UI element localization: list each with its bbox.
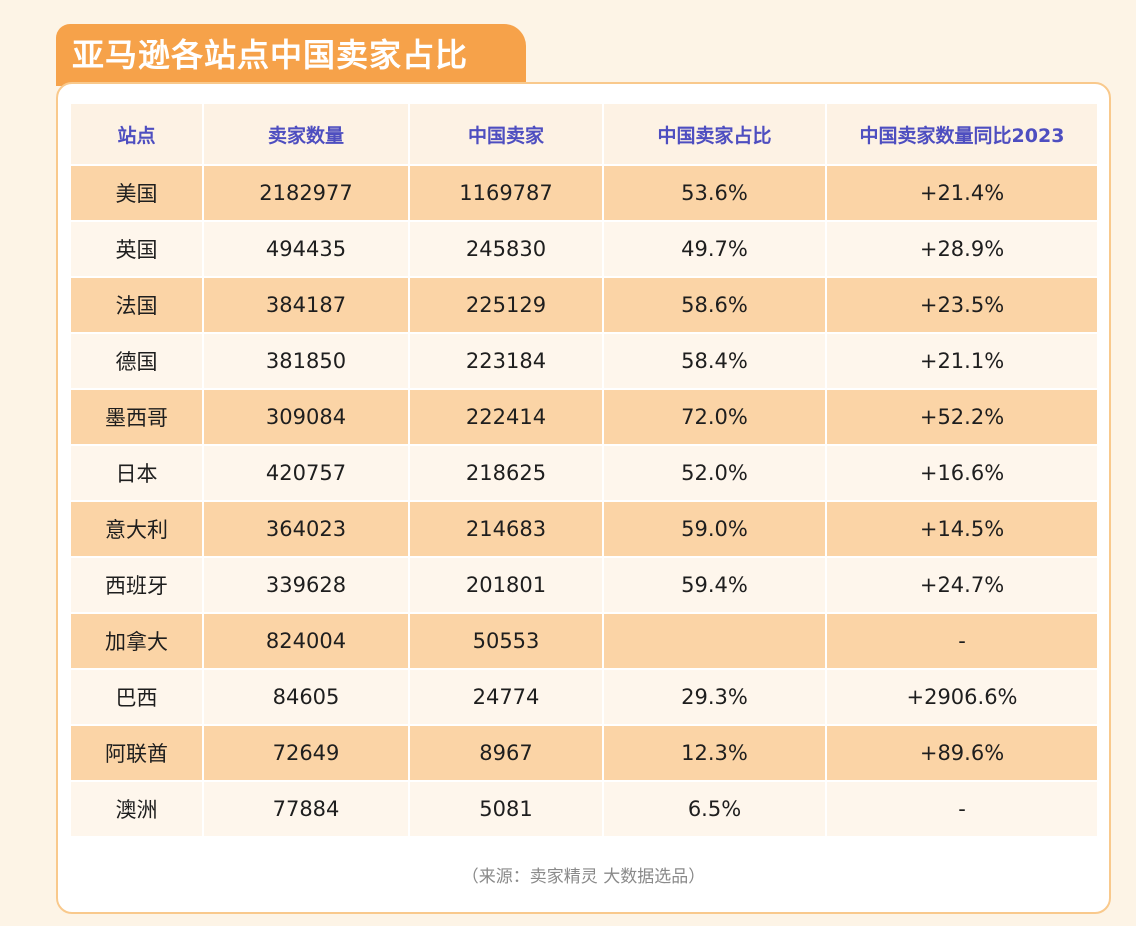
cell-yoy: - (825, 781, 1099, 838)
header-seller-count: 卖家数量 (202, 104, 410, 166)
table-row: 德国 381850 223184 58.4% +21.1% (69, 333, 1099, 390)
cell-chinese-sellers: 8967 (408, 725, 604, 782)
cell-seller-count: 77884 (202, 781, 410, 838)
cell-seller-count: 364023 (202, 501, 410, 558)
cell-yoy: +2906.6% (825, 669, 1099, 726)
cell-chinese-share: 29.3% (602, 669, 827, 726)
cell-yoy: +21.1% (825, 333, 1099, 390)
cell-chinese-sellers: 245830 (408, 221, 604, 278)
cell-chinese-sellers: 50553 (408, 613, 604, 670)
header-chinese-sellers: 中国卖家 (408, 104, 604, 166)
cell-chinese-share: 12.3% (602, 725, 827, 782)
cell-yoy: +52.2% (825, 389, 1099, 446)
cell-chinese-sellers: 214683 (408, 501, 604, 558)
source-note: （来源：卖家精灵 大数据选品） (461, 867, 706, 887)
header-chinese-share: 中国卖家占比 (602, 104, 827, 166)
cell-chinese-sellers: 223184 (408, 333, 604, 390)
page-title: 亚马逊各站点中国卖家占比 (56, 24, 526, 86)
cell-chinese-sellers: 1169787 (408, 165, 604, 222)
cell-chinese-sellers: 222414 (408, 389, 604, 446)
cell-yoy: +89.6% (825, 725, 1099, 782)
cell-chinese-share: 58.6% (602, 277, 827, 334)
table-row: 英国 494435 245830 49.7% +28.9% (69, 221, 1099, 278)
cell-seller-count: 381850 (202, 333, 410, 390)
cell-yoy: +16.6% (825, 445, 1099, 502)
cell-chinese-sellers: 225129 (408, 277, 604, 334)
cell-chinese-share: 59.0% (602, 501, 827, 558)
cell-chinese-share: 53.6% (602, 165, 827, 222)
table-header-row: 站点 卖家数量 中国卖家 中国卖家占比 中国卖家数量同比2023 (69, 104, 1099, 166)
table-row: 巴西 84605 24774 29.3% +2906.6% (69, 669, 1099, 726)
cell-seller-count: 72649 (202, 725, 410, 782)
cell-chinese-share: 52.0% (602, 445, 827, 502)
cell-site: 加拿大 (69, 613, 204, 670)
cell-site: 日本 (69, 445, 204, 502)
table-row: 日本 420757 218625 52.0% +16.6% (69, 445, 1099, 502)
table-row: 法国 384187 225129 58.6% +23.5% (69, 277, 1099, 334)
cell-seller-count: 339628 (202, 557, 410, 614)
cell-seller-count: 494435 (202, 221, 410, 278)
cell-site: 阿联酋 (69, 725, 204, 782)
table-card: 站点 卖家数量 中国卖家 中国卖家占比 中国卖家数量同比2023 美国 2182… (56, 82, 1111, 914)
cell-yoy: +24.7% (825, 557, 1099, 614)
cell-seller-count: 84605 (202, 669, 410, 726)
cell-site: 美国 (69, 165, 204, 222)
header-site: 站点 (69, 104, 204, 166)
table-row: 西班牙 339628 201801 59.4% +24.7% (69, 557, 1099, 614)
cell-site: 意大利 (69, 501, 204, 558)
cell-site: 西班牙 (69, 557, 204, 614)
cell-chinese-sellers: 218625 (408, 445, 604, 502)
cell-chinese-sellers: 201801 (408, 557, 604, 614)
header-yoy-2023: 中国卖家数量同比2023 (825, 104, 1099, 166)
cell-seller-count: 2182977 (202, 165, 410, 222)
cell-seller-count: 420757 (202, 445, 410, 502)
cell-yoy: +21.4% (825, 165, 1099, 222)
table-row: 加拿大 824004 50553 - (69, 613, 1099, 670)
cell-chinese-sellers: 24774 (408, 669, 604, 726)
seller-share-table: 站点 卖家数量 中国卖家 中国卖家占比 中国卖家数量同比2023 美国 2182… (69, 104, 1099, 838)
cell-site: 澳洲 (69, 781, 204, 838)
cell-seller-count: 309084 (202, 389, 410, 446)
cell-chinese-share (602, 613, 827, 670)
cell-yoy: - (825, 613, 1099, 670)
cell-chinese-share: 49.7% (602, 221, 827, 278)
cell-chinese-sellers: 5081 (408, 781, 604, 838)
table-row: 美国 2182977 1169787 53.6% +21.4% (69, 165, 1099, 222)
cell-site: 墨西哥 (69, 389, 204, 446)
cell-chinese-share: 72.0% (602, 389, 827, 446)
cell-chinese-share: 59.4% (602, 557, 827, 614)
table-body: 美国 2182977 1169787 53.6% +21.4% 英国 49443… (69, 165, 1099, 838)
table-row: 澳洲 77884 5081 6.5% - (69, 781, 1099, 838)
cell-site: 德国 (69, 333, 204, 390)
cell-chinese-share: 6.5% (602, 781, 827, 838)
cell-yoy: +23.5% (825, 277, 1099, 334)
cell-chinese-share: 58.4% (602, 333, 827, 390)
cell-yoy: +28.9% (825, 221, 1099, 278)
cell-yoy: +14.5% (825, 501, 1099, 558)
cell-site: 巴西 (69, 669, 204, 726)
table-row: 墨西哥 309084 222414 72.0% +52.2% (69, 389, 1099, 446)
table-row: 意大利 364023 214683 59.0% +14.5% (69, 501, 1099, 558)
cell-seller-count: 384187 (202, 277, 410, 334)
table-row: 阿联酋 72649 8967 12.3% +89.6% (69, 725, 1099, 782)
cell-seller-count: 824004 (202, 613, 410, 670)
cell-site: 英国 (69, 221, 204, 278)
cell-site: 法国 (69, 277, 204, 334)
